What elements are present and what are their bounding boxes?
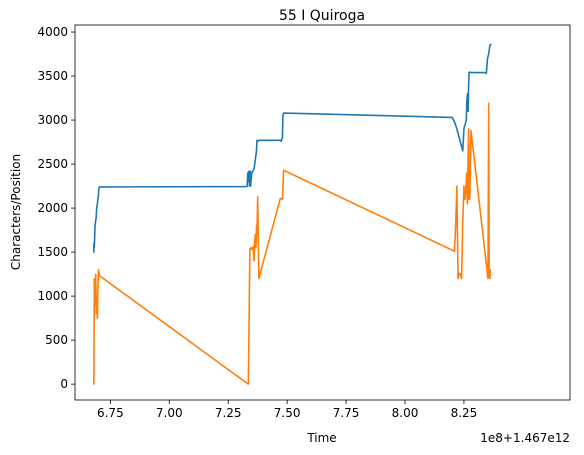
y-axis-label: Characters/Position — [9, 154, 23, 270]
y-axis-ticks: 0 500 1000 1500 2000 2500 3000 3500 4000 — [37, 25, 75, 391]
x-tick-label: 8.25 — [451, 406, 478, 420]
series-layer — [93, 43, 492, 385]
x-tick-label: 7.00 — [156, 406, 183, 420]
x-tick-label: 8.00 — [392, 406, 419, 420]
chart-title: 55 I Quiroga — [279, 8, 365, 24]
x-axis-ticks: 6.75 7.00 7.25 7.50 7.75 8.00 8.25 — [97, 400, 477, 420]
x-tick-label: 6.75 — [97, 406, 124, 420]
y-tick-label: 500 — [45, 333, 68, 347]
y-tick-label: 0 — [60, 377, 68, 391]
y-tick-label: 1000 — [37, 289, 68, 303]
series-line-1 — [93, 43, 492, 253]
x-tick-label: 7.25 — [215, 406, 242, 420]
x-offset-label: 1e8+1.467e12 — [480, 431, 570, 445]
x-tick-label: 7.50 — [274, 406, 301, 420]
plot-frame — [74, 24, 571, 401]
y-tick-label: 2500 — [37, 157, 68, 171]
x-axis-label: Time — [306, 431, 336, 445]
series-line-2 — [93, 102, 492, 385]
x-tick-label: 7.75 — [333, 406, 360, 420]
y-tick-label: 1500 — [37, 245, 68, 259]
y-tick-label: 2000 — [37, 201, 68, 215]
y-tick-label: 3000 — [37, 113, 68, 127]
y-tick-label: 3500 — [37, 69, 68, 83]
y-tick-label: 4000 — [37, 25, 68, 39]
